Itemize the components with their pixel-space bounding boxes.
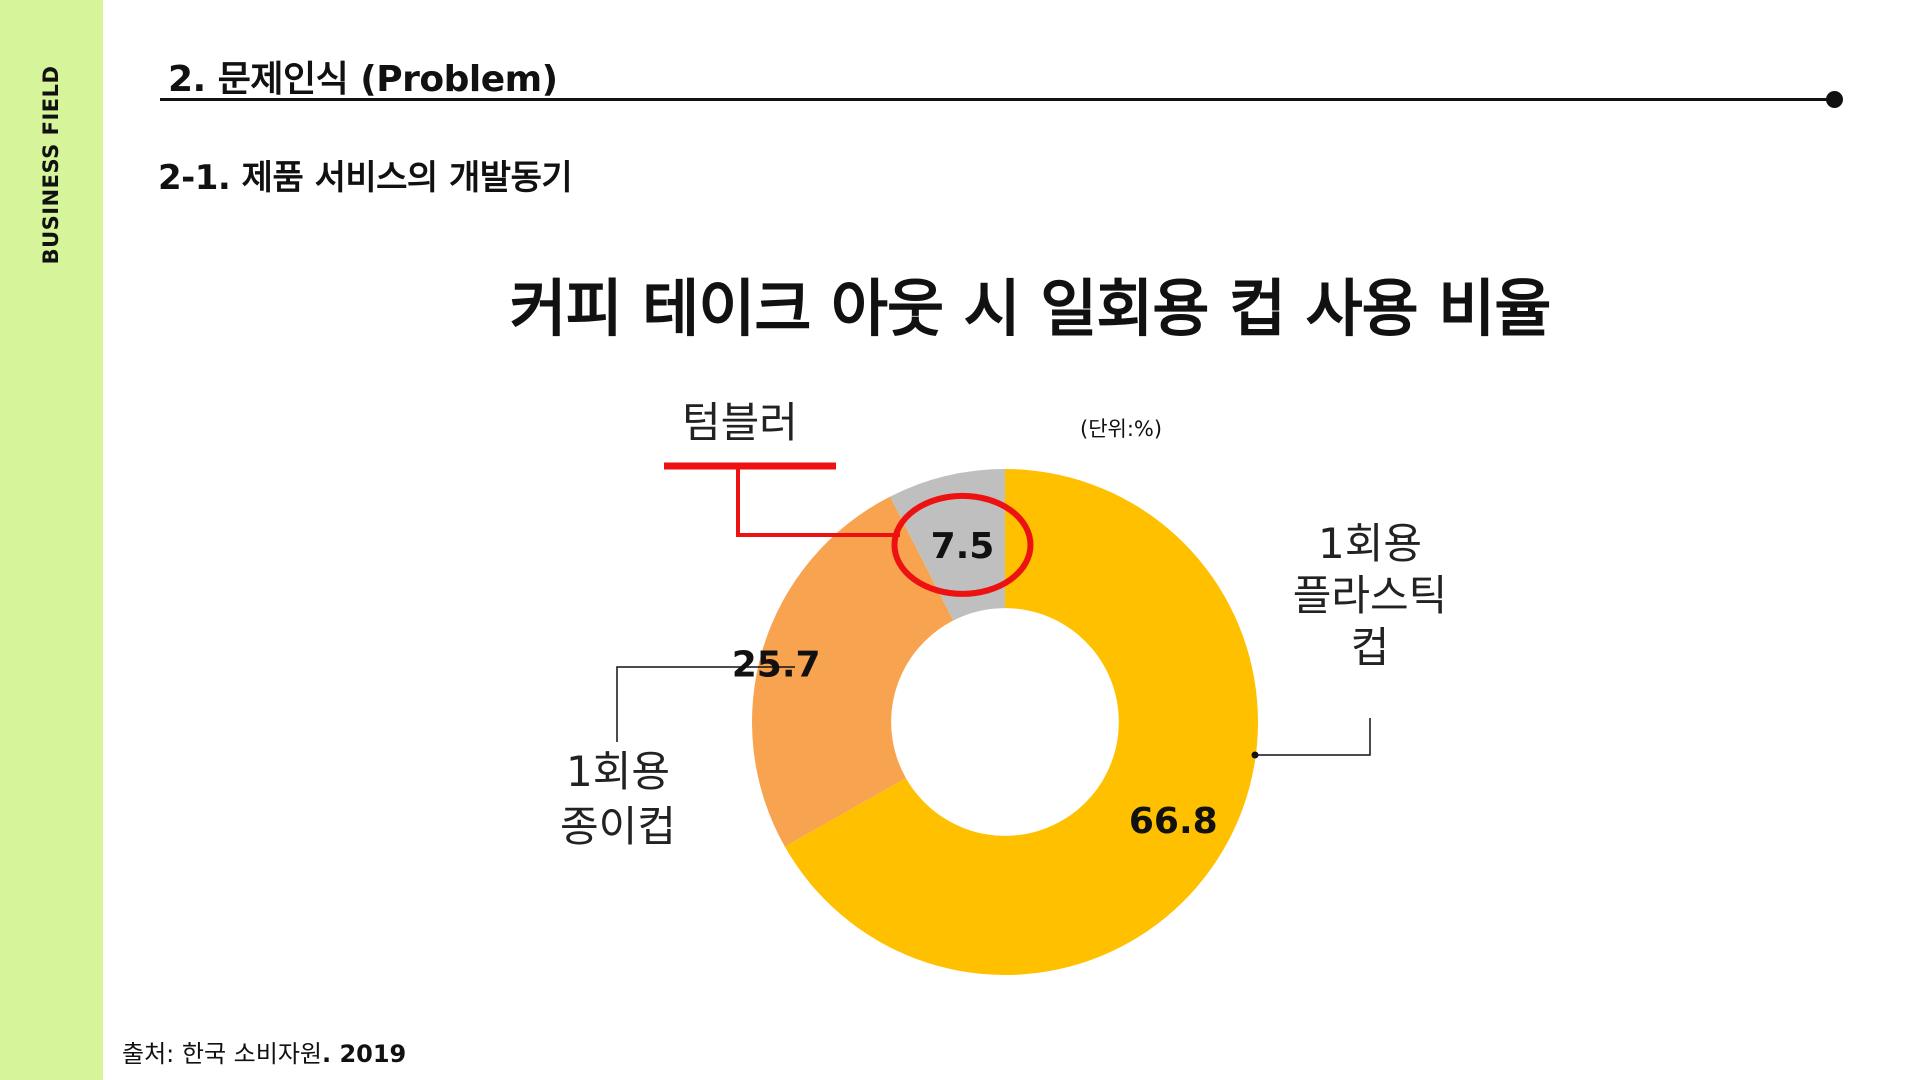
source-year: . 2019 <box>321 1040 407 1068</box>
category-label-0-2: 컵 <box>1351 623 1390 672</box>
category-label-2-0: 텀블러 <box>682 398 798 447</box>
value-label-0: 66.8 <box>1129 801 1218 842</box>
subsection-title: 2-1. 제품 서비스의 개발동기 <box>158 158 573 198</box>
category-label-0-1: 플라스틱 <box>1293 571 1448 620</box>
slice-0 <box>784 469 1258 975</box>
value-label-1: 25.7 <box>732 645 821 686</box>
sidebar: BUSINESS FIELD <box>0 0 103 1080</box>
unit-note: (단위:%) <box>1080 417 1163 441</box>
value-labels: 66.8 25.7 7.5 <box>732 492 1218 842</box>
leader-line-1 <box>616 666 795 742</box>
donut-slices <box>752 469 1258 975</box>
category-label-1-1: 종이컵 <box>560 802 676 851</box>
leader-line-2 <box>736 468 900 537</box>
category-label-1-0: 1회용 <box>566 747 670 796</box>
title-divider <box>160 98 1834 101</box>
section-title: 2. 문제인식 (Problem) <box>168 59 558 100</box>
slice-1 <box>752 496 954 847</box>
category-label-0-0: 1회용 <box>1318 519 1422 568</box>
leader-line-0 <box>1255 718 1371 756</box>
chart-title: 커피 테이크 아웃 시 일회용 컵 사용 비율 <box>509 272 1552 345</box>
value-label-2: 7.5 <box>931 526 995 567</box>
source-text: 출처: 한국 소비자원 <box>122 1040 322 1068</box>
highlight-ring <box>891 492 1034 597</box>
source-note: 출처: 한국 소비자원. 2019 <box>122 1034 406 1069</box>
divider-end-dot <box>1826 91 1843 108</box>
leader-dot-0 <box>1251 751 1259 759</box>
